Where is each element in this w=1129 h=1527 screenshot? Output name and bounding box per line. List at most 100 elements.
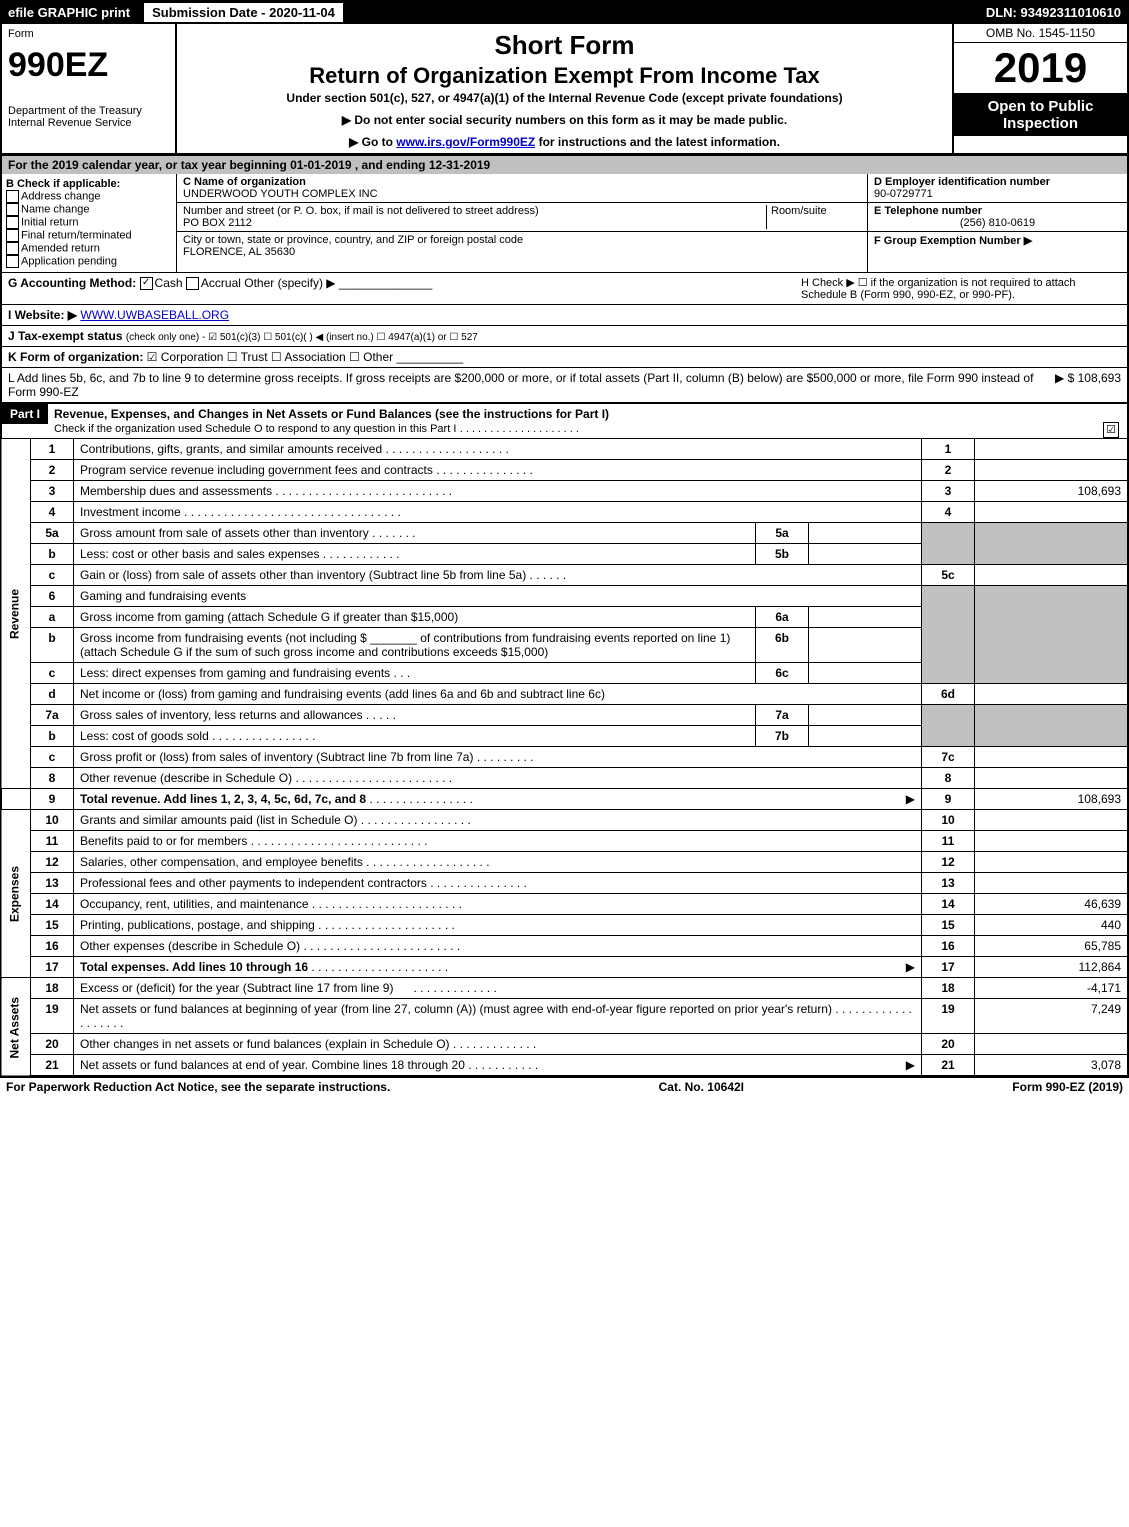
- table-row: 6 Gaming and fundraising events: [1, 586, 1128, 607]
- table-row: 17 Total expenses. Add lines 10 through …: [1, 957, 1128, 978]
- part-i-header: Part I Revenue, Expenses, and Changes in…: [0, 402, 1129, 438]
- main-table: Revenue 1 Contributions, gifts, grants, …: [0, 438, 1129, 1077]
- table-row: c Gross profit or (loss) from sales of i…: [1, 747, 1128, 768]
- form-label-box: Form 990EZ Department of the Treasury In…: [2, 24, 177, 153]
- opt-application-pending[interactable]: Application pending: [6, 255, 172, 268]
- form-number: 990EZ: [8, 46, 169, 85]
- room-label: Room/suite: [771, 205, 827, 217]
- section-text: Under section 501(c), 527, or 4947(a)(1)…: [185, 91, 944, 105]
- expenses-side-label: Expenses: [1, 810, 31, 978]
- l-amount: ▶ $ 108,693: [1047, 371, 1121, 399]
- line-num: 1: [31, 439, 74, 460]
- sched-o-checkbox[interactable]: ☑: [1103, 422, 1119, 438]
- part-i-label: Part I: [2, 404, 48, 424]
- tax-year: 2019: [954, 43, 1127, 94]
- revenue-side-label: Revenue: [1, 439, 31, 789]
- top-bar: efile GRAPHIC print Submission Date - 20…: [0, 0, 1129, 24]
- total-revenue-amount: 108,693: [975, 789, 1129, 810]
- table-row: 21 Net assets or fund balances at end of…: [1, 1055, 1128, 1077]
- g-label: G Accounting Method:: [8, 276, 136, 290]
- accrual-label: Accrual: [201, 276, 241, 290]
- table-row: 9 Total revenue. Add lines 1, 2, 3, 4, 5…: [1, 789, 1128, 810]
- part-i-title-text: Revenue, Expenses, and Changes in Net As…: [54, 407, 609, 421]
- cash-checkbox[interactable]: ✓: [140, 277, 153, 290]
- table-row: 13 Professional fees and other payments …: [1, 873, 1128, 894]
- gross-receipts-row: L Add lines 5b, 6c, and 7b to line 9 to …: [0, 367, 1129, 402]
- k-text: ☑ Corporation ☐ Trust ☐ Association ☐ Ot…: [147, 350, 393, 364]
- addr-label: Number and street (or P. O. box, if mail…: [183, 205, 539, 217]
- table-row: Expenses 10 Grants and similar amounts p…: [1, 810, 1128, 831]
- right-id-column: D Employer identification number 90-0729…: [867, 174, 1127, 272]
- table-row: 5a Gross amount from sale of assets othe…: [1, 523, 1128, 544]
- e-label: E Telephone number: [874, 205, 982, 217]
- omb-number: OMB No. 1545-1150: [954, 24, 1127, 43]
- footer-row: For Paperwork Reduction Act Notice, see …: [0, 1077, 1129, 1096]
- department-label: Department of the Treasury: [8, 105, 169, 117]
- i-label: I Website: ▶: [8, 308, 77, 322]
- table-row: 19 Net assets or fund balances at beginn…: [1, 999, 1128, 1034]
- tax-exempt-row: J Tax-exempt status (check only one) - ☑…: [0, 325, 1129, 346]
- return-title: Return of Organization Exempt From Incom…: [185, 63, 944, 89]
- table-row: c Gain or (loss) from sale of assets oth…: [1, 565, 1128, 586]
- line-desc: Contributions, gifts, grants, and simila…: [80, 442, 382, 456]
- table-row: 8 Other revenue (describe in Schedule O)…: [1, 768, 1128, 789]
- opt-name-change[interactable]: Name change: [6, 203, 172, 216]
- goto-prefix: ▶ Go to: [349, 135, 396, 149]
- cash-label: Cash: [155, 276, 183, 290]
- l-text: L Add lines 5b, 6c, and 7b to line 9 to …: [8, 371, 1047, 399]
- table-row: 14 Occupancy, rent, utilities, and maint…: [1, 894, 1128, 915]
- table-row: 20 Other changes in net assets or fund b…: [1, 1034, 1128, 1055]
- irs-link[interactable]: www.irs.gov/Form990EZ: [396, 135, 535, 149]
- org-address: PO BOX 2112: [183, 217, 252, 229]
- table-row: 15 Printing, publications, postage, and …: [1, 915, 1128, 936]
- opt-initial-return[interactable]: Initial return: [6, 216, 172, 229]
- arrow-icon: ▶: [906, 1058, 915, 1072]
- accounting-row: G Accounting Method: ✓Cash Accrual Other…: [0, 272, 1129, 304]
- other-label: Other (specify) ▶: [244, 276, 335, 290]
- form-header: Form 990EZ Department of the Treasury In…: [0, 24, 1129, 155]
- form-of-org-row: K Form of organization: ☑ Corporation ☐ …: [0, 346, 1129, 367]
- d-label: D Employer identification number: [874, 176, 1050, 188]
- total-expenses-amount: 112,864: [975, 957, 1129, 978]
- goto-instructions: ▶ Go to www.irs.gov/Form990EZ for instru…: [185, 135, 944, 149]
- website-link[interactable]: WWW.UWBASEBALL.ORG: [80, 308, 229, 322]
- table-row: 12 Salaries, other compensation, and emp…: [1, 852, 1128, 873]
- identification-block: B Check if applicable: Address change Na…: [0, 174, 1129, 272]
- footer-left: For Paperwork Reduction Act Notice, see …: [6, 1080, 390, 1094]
- table-row: Net Assets 18 Excess or (deficit) for th…: [1, 978, 1128, 999]
- sched-o-text: Check if the organization used Schedule …: [54, 423, 456, 435]
- opt-final-return[interactable]: Final return/terminated: [6, 229, 172, 242]
- table-row: Revenue 1 Contributions, gifts, grants, …: [1, 439, 1128, 460]
- section-b: B Check if applicable: Address change Na…: [2, 174, 177, 272]
- section-h: H Check ▶ ☐ if the organization is not r…: [801, 276, 1121, 301]
- table-row: 11 Benefits paid to or for members . . .…: [1, 831, 1128, 852]
- ein-value: 90-0729771: [874, 188, 933, 200]
- open-public-label: Open to Public Inspection: [954, 94, 1127, 136]
- short-form-title: Short Form: [185, 30, 944, 61]
- netassets-side-label: Net Assets: [1, 978, 31, 1077]
- table-row: 4 Investment income . . . . . . . . . . …: [1, 502, 1128, 523]
- arrow-icon: ▶: [906, 960, 915, 974]
- ssn-warning: ▶ Do not enter social security numbers o…: [185, 113, 944, 127]
- submission-date: Submission Date - 2020-11-04: [142, 1, 345, 24]
- arrow-icon: ▶: [906, 792, 915, 806]
- opt-address-change[interactable]: Address change: [6, 190, 172, 203]
- section-c: C Name of organization UNDERWOOD YOUTH C…: [177, 174, 867, 272]
- table-row: 7a Gross sales of inventory, less return…: [1, 705, 1128, 726]
- part-i-title: Revenue, Expenses, and Changes in Net As…: [48, 404, 1103, 438]
- line-ref: 1: [922, 439, 975, 460]
- k-label: K Form of organization:: [8, 350, 143, 364]
- website-row: I Website: ▶ WWW.UWBASEBALL.ORG: [0, 304, 1129, 325]
- efile-label: efile GRAPHIC print: [0, 5, 138, 20]
- irs-label: Internal Revenue Service: [8, 117, 169, 129]
- form-title-box: Short Form Return of Organization Exempt…: [177, 24, 952, 153]
- period-text: For the 2019 calendar year, or tax year …: [8, 158, 490, 172]
- c-label: C Name of organization: [183, 176, 306, 188]
- opt-amended-return[interactable]: Amended return: [6, 242, 172, 255]
- org-city: FLORENCE, AL 35630: [183, 246, 295, 258]
- section-b-title: B Check if applicable:: [6, 178, 172, 190]
- city-label: City or town, state or province, country…: [183, 234, 523, 246]
- org-name: UNDERWOOD YOUTH COMPLEX INC: [183, 188, 378, 200]
- accrual-checkbox[interactable]: [186, 277, 199, 290]
- line3-amount: 108,693: [975, 481, 1129, 502]
